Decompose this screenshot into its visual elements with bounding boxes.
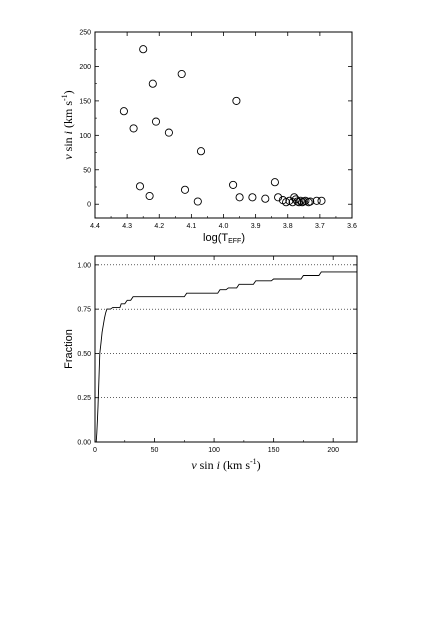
scatter-point <box>235 193 244 202</box>
scatter-panel: 4.4 4.3 4.2 4.1 4.0 3.9 3.8 3.7 3.6 0 50 100 150 200… <box>60 30 357 246</box>
scatter-x-tick-label: 4.3 <box>122 223 132 230</box>
scatter-y-tick-label: 200 <box>79 64 91 71</box>
scatter-y-tick-label: 0 <box>87 202 91 209</box>
scatter-point <box>145 191 154 201</box>
cdf-plot-frame <box>94 255 358 443</box>
scatter-points <box>119 45 326 207</box>
scatter-y-tick-label: 150 <box>79 98 91 105</box>
cdf-y-tick-label: 1.00 <box>77 262 91 269</box>
scatter-x-ticks: 4.4 4.3 4.2 4.1 4.0 3.9 3.8 3.7 3.6 <box>90 32 357 230</box>
scatter-x-tick-label: 3.9 <box>251 223 261 230</box>
scatter-point <box>151 117 161 126</box>
scatter-point <box>129 124 138 133</box>
scatter-point <box>196 147 206 156</box>
scatter-point <box>229 180 238 189</box>
scatter-point <box>180 185 190 194</box>
scatter-point <box>193 197 202 206</box>
scatter-point <box>312 196 321 205</box>
scatter-point <box>274 193 283 202</box>
cdf-x-ticks: 0 50 100 150 200 <box>93 256 339 454</box>
scatter-point <box>139 45 148 54</box>
scatter-y-axis-label: v sin i (km s-1) <box>60 90 75 159</box>
scatter-point <box>119 107 128 116</box>
cdf-y-axis-label: Fraction <box>63 329 75 369</box>
scatter-point <box>248 193 257 202</box>
cdf-y-tick-label: 0.75 <box>77 307 91 314</box>
scatter-x-tick-label: 4.1 <box>187 223 197 230</box>
scatter-y-tick-label: 250 <box>79 30 91 37</box>
cdf-x-axis-label: v sin i (km s-1) <box>191 457 260 472</box>
cdf-y-tick-label: 0.00 <box>77 440 91 447</box>
scatter-x-axis-label: log(TEFF) <box>203 232 245 245</box>
cdf-x-tick-label: 150 <box>268 447 280 454</box>
cdf-step-line <box>95 268 358 443</box>
scatter-x-tick-label: 4.0 <box>219 223 229 230</box>
cdf-x-tick-label: 0 <box>93 447 97 454</box>
scatter-x-tick-label: 3.7 <box>315 223 325 230</box>
cdf-x-tick-label: 50 <box>151 447 159 454</box>
scatter-point <box>270 178 279 187</box>
scatter-y-ticks: 0 50 100 150 200 250 <box>79 30 352 209</box>
scatter-x-tick-label: 4.4 <box>90 223 100 230</box>
scatter-point <box>294 198 304 207</box>
scatter-point <box>164 128 173 137</box>
scatter-x-tick-label: 3.8 <box>283 223 293 230</box>
cdf-y-tick-label: 0.25 <box>77 395 91 402</box>
scatter-x-tick-label: 3.6 <box>347 223 357 230</box>
scatter-point <box>306 197 315 206</box>
cdf-panel: 0 50 100 150 200 0.00 0.25 0.50 0.75 1.00 v sin … <box>63 255 358 472</box>
cdf-y-tick-label: 0.50 <box>77 351 91 358</box>
scatter-y-tick-label: 100 <box>79 133 91 140</box>
cdf-y-ticks: 0.00 0.25 0.50 0.75 1.00 <box>77 262 357 447</box>
scatter-point <box>232 96 241 105</box>
scatter-point <box>261 194 270 203</box>
cdf-x-tick-label: 200 <box>327 447 339 454</box>
scatter-point <box>148 79 157 88</box>
scatter-y-tick-label: 50 <box>83 167 91 174</box>
scatter-x-tick-label: 4.2 <box>154 223 164 230</box>
scatter-point <box>296 196 305 205</box>
scatter-point <box>317 196 326 205</box>
scatter-point <box>177 69 186 79</box>
scatter-point <box>135 182 145 191</box>
cdf-x-tick-label: 100 <box>208 447 220 454</box>
